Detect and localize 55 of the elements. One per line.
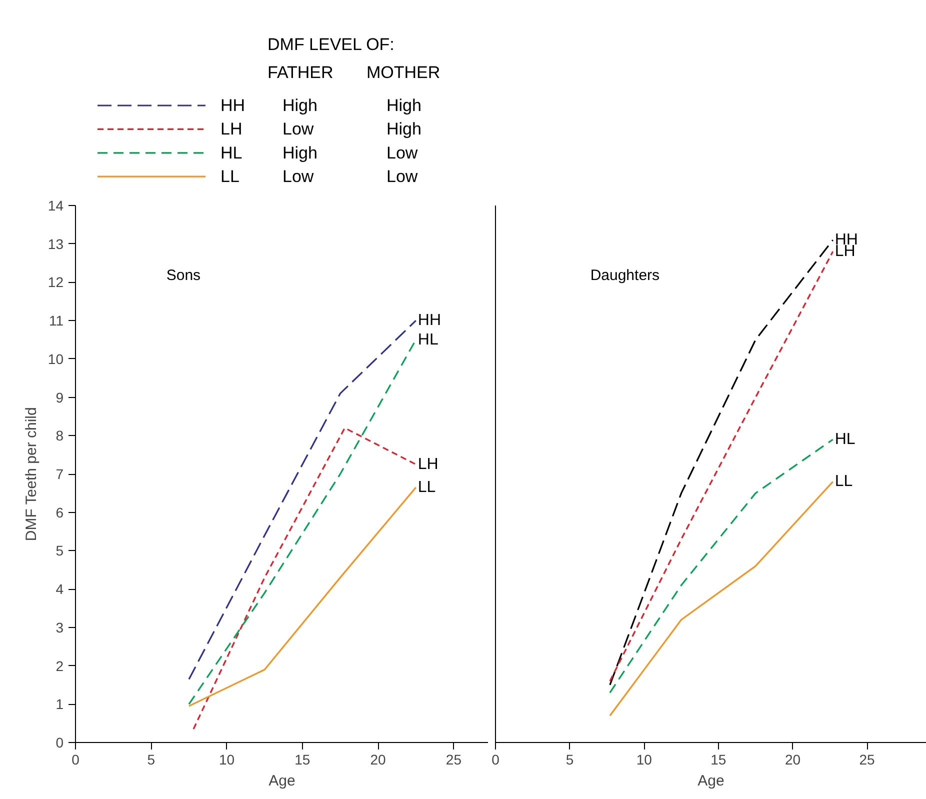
text: HL	[220, 143, 242, 162]
y-tick-label: 13	[48, 236, 64, 252]
y-tick-label: 8	[56, 428, 64, 444]
y-tick-label: 12	[48, 274, 64, 290]
text: LH	[220, 120, 242, 139]
y-tick-label: 3	[56, 619, 64, 636]
y-axis-title: DMF Teeth per child	[22, 407, 40, 542]
y-tick-label: 0	[56, 734, 64, 750]
text: Sons	[166, 266, 201, 284]
text: High	[282, 143, 318, 162]
y-tick-label: 1	[56, 696, 64, 712]
line-series	[188, 486, 417, 707]
series-label: LL	[834, 473, 853, 490]
text: LL	[220, 167, 240, 186]
text: Low	[386, 143, 418, 162]
x-tick-label: 15	[710, 752, 726, 768]
text: Daughters	[590, 266, 660, 284]
text: High	[282, 96, 318, 115]
y-tick-label: 7	[56, 466, 64, 482]
text: Low	[282, 167, 314, 186]
y-tick-label: 4	[56, 581, 64, 598]
series-label: LL	[418, 478, 436, 496]
x-tick-label: 0	[492, 752, 500, 768]
x-axis-title: Age	[698, 772, 724, 790]
text: FATHER	[268, 63, 334, 82]
x-tick-label: 15	[294, 752, 310, 768]
x-tick-label: 10	[636, 752, 652, 768]
y-tick-label: 10	[48, 350, 64, 367]
x-tick-label: 0	[72, 752, 80, 768]
text: HH	[220, 96, 246, 115]
legend-title: DMF LEVEL OF:	[268, 35, 394, 54]
y-tick-label: 14	[48, 198, 64, 214]
x-axis-title: Age	[268, 772, 296, 790]
y-tick-label: 11	[48, 312, 64, 329]
x-tick-label: 25	[859, 752, 876, 768]
text: High	[386, 96, 422, 115]
x-tick-label: 25	[446, 752, 462, 768]
line-series	[192, 427, 417, 730]
series-label: HL	[418, 331, 438, 348]
x-tick-label: 5	[566, 752, 574, 768]
series-label: LH	[418, 456, 438, 473]
y-tick-label: 9	[56, 389, 64, 406]
text: Low	[386, 167, 418, 186]
y-tick-label: 6	[56, 504, 64, 520]
x-tick-label: 20	[784, 752, 801, 768]
text: MOTHER	[366, 63, 440, 82]
text: High	[386, 120, 422, 139]
series-label: HH	[418, 312, 441, 330]
x-tick-label: 20	[370, 752, 386, 768]
text: Low	[282, 120, 314, 139]
x-tick-label: 10	[218, 752, 235, 768]
y-tick-label: 5	[56, 542, 64, 559]
x-tick-label: 5	[147, 752, 156, 768]
y-tick-label: 2	[56, 658, 64, 674]
series-label: HL	[834, 430, 856, 448]
